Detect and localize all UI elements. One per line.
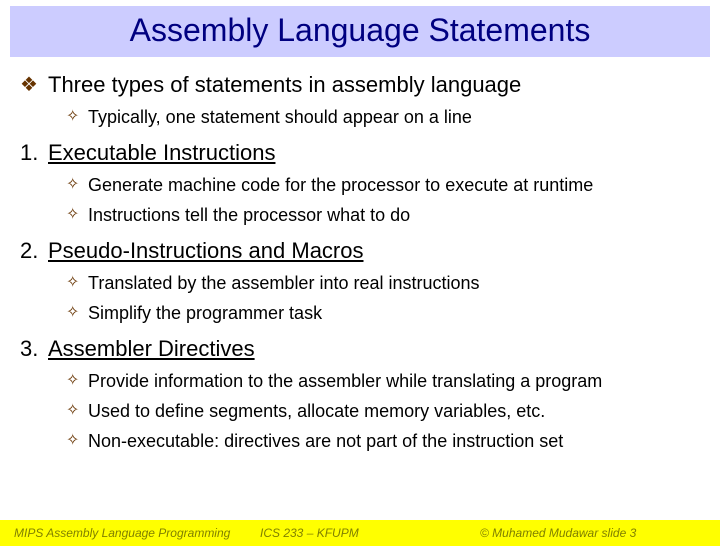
star-icon: ✧: [66, 399, 88, 423]
section-num: 2.: [20, 237, 48, 265]
list-item: ✧ Non-executable: directives are not par…: [66, 429, 700, 453]
item-text: Used to define segments, allocate memory…: [88, 399, 545, 423]
diamond-icon: ❖: [20, 71, 48, 99]
list-item: ✧ Translated by the assembler into real …: [66, 271, 700, 295]
section-num: 1.: [20, 139, 48, 167]
intro-line: ❖ Three types of statements in assembly …: [20, 71, 700, 99]
section-3: 3. Assembler Directives: [20, 335, 700, 363]
footer-bar: MIPS Assembly Language Programming ICS 2…: [0, 520, 720, 546]
star-icon: ✧: [66, 429, 88, 453]
list-item: ✧ Simplify the programmer task: [66, 301, 700, 325]
star-icon: ✧: [66, 173, 88, 197]
section-heading: Assembler Directives: [48, 335, 255, 363]
star-icon: ✧: [66, 203, 88, 227]
star-icon: ✧: [66, 301, 88, 325]
intro-text: Three types of statements in assembly la…: [48, 71, 521, 99]
list-item: ✧ Used to define segments, allocate memo…: [66, 399, 700, 423]
list-item: ✧ Generate machine code for the processo…: [66, 173, 700, 197]
star-icon: ✧: [66, 369, 88, 393]
item-text: Non-executable: directives are not part …: [88, 429, 563, 453]
item-text: Translated by the assembler into real in…: [88, 271, 480, 295]
intro-sub: ✧ Typically, one statement should appear…: [66, 105, 700, 129]
slide-title: Assembly Language Statements: [130, 12, 591, 48]
slide-content: ❖ Three types of statements in assembly …: [0, 57, 720, 453]
section-1: 1. Executable Instructions: [20, 139, 700, 167]
item-text: Instructions tell the processor what to …: [88, 203, 410, 227]
section-heading: Executable Instructions: [48, 139, 275, 167]
star-icon: ✧: [66, 105, 88, 129]
intro-sub-text: Typically, one statement should appear o…: [88, 105, 472, 129]
item-text: Generate machine code for the processor …: [88, 173, 593, 197]
item-text: Provide information to the assembler whi…: [88, 369, 602, 393]
section-2: 2. Pseudo-Instructions and Macros: [20, 237, 700, 265]
title-bar: Assembly Language Statements: [10, 6, 710, 57]
list-item: ✧ Provide information to the assembler w…: [66, 369, 700, 393]
star-icon: ✧: [66, 271, 88, 295]
list-item: ✧ Instructions tell the processor what t…: [66, 203, 700, 227]
section-num: 3.: [20, 335, 48, 363]
footer-right: © Muhamed Mudawar slide 3: [450, 526, 720, 540]
item-text: Simplify the programmer task: [88, 301, 322, 325]
footer-left: MIPS Assembly Language Programming: [0, 526, 260, 540]
section-heading: Pseudo-Instructions and Macros: [48, 237, 364, 265]
footer-center: ICS 233 – KFUPM: [260, 526, 450, 540]
